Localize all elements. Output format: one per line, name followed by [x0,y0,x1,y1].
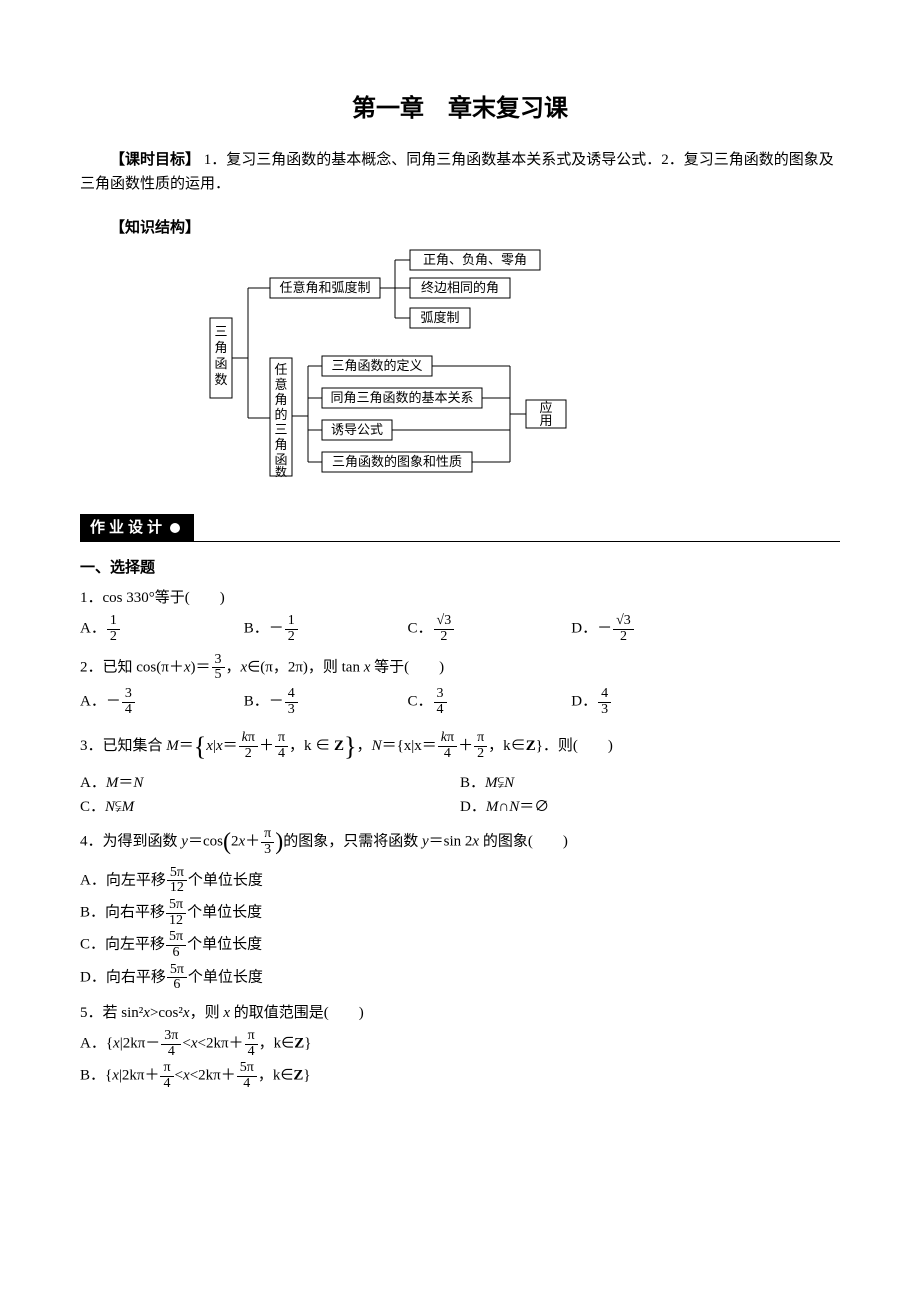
structure-label: 【知识结构】 [80,216,840,240]
question-1: 1．cos 330°等于( ) [80,586,840,610]
q3-optB: B．M⫋N [460,771,840,795]
q4-optA: A．向左平移5π12个单位长度 [80,866,840,896]
svg-text:角: 角 [274,392,287,407]
svg-text:任意角和弧度制: 任意角和弧度制 [279,280,370,295]
q5-optB: B．{x|2kπ＋π4<x<2kπ＋5π4，k∈Z} [80,1061,840,1091]
q2-options: A．－34 B．－43 C．34 D．43 [80,687,840,717]
svg-text:的: 的 [274,407,287,422]
svg-text:三: 三 [214,324,227,339]
q2-optA: A．－34 [80,687,240,717]
q1-optA: A．12 [80,614,240,644]
svg-text:数: 数 [275,464,287,479]
q1-options: A．12 B．－12 C．√32 D．－√32 [80,614,840,644]
q5-optA: A．{x|2kπ－3π4<x<2kπ＋π4，k∈Z} [80,1029,840,1059]
homework-banner: 作业设计 [80,514,840,542]
q1-optB: B．－12 [244,614,404,644]
section-1-heading: 一、选择题 [80,556,840,580]
svg-text:终边相同的角: 终边相同的角 [421,280,499,295]
q3-optA: A．M＝N [80,771,460,795]
svg-text:三角函数的图象和性质: 三角函数的图象和性质 [332,454,462,469]
q4-options: A．向左平移5π12个单位长度 B．向右平移5π12个单位长度 C．向左平移5π… [80,866,840,994]
question-4: 4．为得到函数 y＝cos(2x＋π3)的图象，只需将函数 y＝sin 2x 的… [80,823,840,861]
q4-optC: C．向左平移5π6个单位长度 [80,930,840,960]
svg-text:角: 角 [274,437,287,452]
hw-banner-text: 作业设计 [90,519,166,536]
q3-optD: D．M∩N＝∅ [460,795,840,819]
svg-text:意: 意 [274,377,287,392]
q4-optD: D．向右平移5π6个单位长度 [80,963,840,993]
svg-text:角: 角 [214,340,227,355]
svg-text:用: 用 [539,413,552,428]
svg-text:三: 三 [274,422,287,437]
page-title: 第一章 章末复习课 [80,90,840,128]
q1-stem: 1．cos 330°等于( ) [80,590,225,606]
svg-text:同角三角函数的基本关系: 同角三角函数的基本关系 [330,390,473,405]
goal-label: 【课时目标】 [110,152,200,168]
svg-text:任: 任 [274,362,287,377]
q4-optB: B．向右平移5π12个单位长度 [80,898,840,928]
svg-text:诱导公式: 诱导公式 [331,422,383,437]
q1-optD: D．－√32 [571,614,731,644]
q2-optB: B．－43 [244,687,404,717]
q2-optC: C．34 [408,687,568,717]
q1-optC: C．√32 [408,614,568,644]
question-3: 3．已知集合 M＝{x|x＝kπ2＋π4，k ∈ Z}，N＝{x|x＝kπ4＋π… [80,726,840,768]
svg-text:弧度制: 弧度制 [420,310,459,325]
q3-optC: C．N⫋M [80,795,460,819]
svg-text:数: 数 [214,372,227,387]
q2-optD: D．43 [571,687,731,717]
svg-text:正角、负角、零角: 正角、负角、零角 [423,252,527,267]
question-5: 5．若 sin²x>cos²x，则 x 的取值范围是( ) [80,1001,840,1025]
q3-options: A．M＝N C．N⫋M B．M⫋N D．M∩N＝∅ [80,771,840,819]
question-2: 2．已知 cos(π＋x)＝35，x∈(π，2π)，则 tan x 等于( ) [80,653,840,683]
knowledge-structure-diagram: 三 角 函 数 任意角和弧度制 正角、负角、零角 终边相同的角 弧度制 任 意 … [80,248,840,496]
svg-text:三角函数的定义: 三角函数的定义 [331,358,422,373]
svg-text:函: 函 [214,356,227,371]
goal-paragraph: 【课时目标】 1．复习三角函数的基本概念、同角三角函数基本关系式及诱导公式．2．… [80,148,840,196]
q5-options: A．{x|2kπ－3π4<x<2kπ＋π4，k∈Z} B．{x|2kπ＋π4<x… [80,1029,840,1092]
